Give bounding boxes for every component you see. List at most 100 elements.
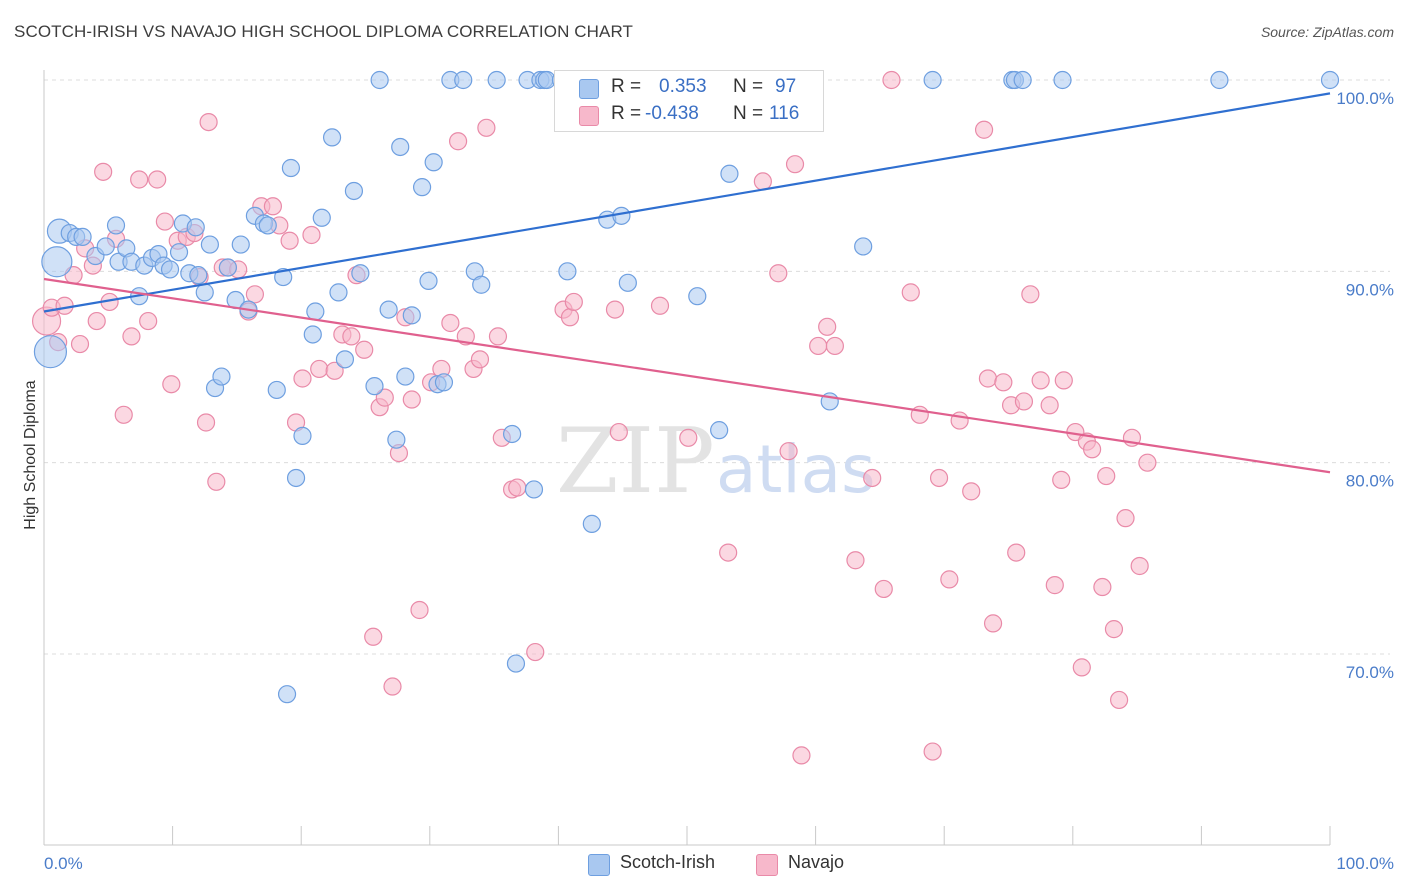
y-tick-label: 100.0% bbox=[1336, 89, 1394, 108]
scotch-irish-point bbox=[454, 70, 473, 90]
navajo-point bbox=[139, 311, 158, 331]
scotch-irish-point bbox=[312, 208, 331, 227]
navajo-point bbox=[245, 285, 265, 304]
navajo-point bbox=[162, 375, 181, 394]
navajo-point bbox=[978, 369, 998, 388]
navajo-point bbox=[1007, 543, 1026, 562]
navajo-point bbox=[1109, 690, 1129, 710]
navajo-point bbox=[114, 405, 133, 424]
scotch-irish-point bbox=[344, 181, 364, 201]
scotch-irish-point bbox=[582, 514, 601, 533]
navajo-point bbox=[130, 170, 149, 189]
navajo-point bbox=[94, 162, 113, 181]
scotch-irish-point bbox=[303, 325, 322, 344]
legend-swatch-blue bbox=[579, 79, 599, 99]
scotch-irish-point bbox=[396, 367, 415, 386]
x-tick-label-max: 100.0% bbox=[1336, 854, 1394, 873]
scotch-irish-point bbox=[96, 237, 115, 256]
navajo-point bbox=[1072, 658, 1091, 677]
navajo-point bbox=[280, 231, 299, 250]
navajo-point bbox=[974, 120, 994, 139]
legend-row-scotch-irish: R = 0.353 N = 97 bbox=[555, 75, 823, 101]
scotch-irish-point bbox=[195, 283, 214, 302]
scotch-irish-point bbox=[1053, 70, 1072, 90]
scotch-irish-point bbox=[854, 237, 873, 256]
scotch-irish-point bbox=[351, 264, 370, 283]
scotch-irish-point bbox=[106, 216, 126, 235]
scotch-irish-point bbox=[335, 350, 355, 369]
navajo-point bbox=[564, 292, 583, 312]
navajo-point bbox=[470, 350, 490, 369]
grid-lines bbox=[44, 79, 1390, 655]
legend-r-value: -0.438 bbox=[645, 103, 699, 124]
scotch-irish-point bbox=[41, 246, 73, 278]
y-tick-label: 90.0% bbox=[1346, 280, 1394, 299]
scotch-irish-point bbox=[472, 275, 491, 294]
scotch-irish-point bbox=[688, 287, 707, 306]
scotch-irish-point bbox=[370, 70, 389, 90]
correlation-legend: R = 0.353 N = 97 R = -0.438 N = 116 bbox=[554, 70, 824, 132]
scotch-irish-point bbox=[200, 235, 219, 254]
scotch-irish-point bbox=[379, 300, 398, 319]
navajo-point bbox=[719, 543, 738, 562]
navajo-point bbox=[994, 373, 1013, 392]
navajo-point bbox=[753, 172, 772, 191]
scotch-irish-point bbox=[424, 153, 443, 172]
y-tick-labels: 70.0% 80.0% 90.0% 100.0% bbox=[1336, 89, 1394, 682]
navajo-point bbox=[342, 327, 361, 346]
legend-swatch-pink bbox=[579, 106, 599, 126]
navajo-point bbox=[1082, 440, 1102, 459]
navajo-point bbox=[605, 300, 625, 319]
navajo-point bbox=[199, 112, 218, 132]
scotch-irish-point bbox=[293, 426, 312, 445]
navajo-point bbox=[1097, 466, 1116, 486]
navajo-point bbox=[1052, 470, 1071, 489]
navajo-point bbox=[609, 422, 628, 442]
scotch-irish-point bbox=[487, 70, 506, 90]
watermark-atlas: atlas bbox=[716, 431, 876, 508]
scotch-irish-point bbox=[923, 70, 942, 90]
navajo-point bbox=[155, 212, 174, 231]
navajo-point bbox=[441, 313, 460, 333]
legend-r-label: R = bbox=[611, 76, 642, 97]
navajo-point bbox=[508, 478, 527, 497]
navajo-point bbox=[70, 334, 90, 354]
scotch-irish-point bbox=[281, 158, 301, 178]
navajo-point bbox=[207, 472, 226, 491]
series-label-scotch-irish: Scotch-Irish bbox=[620, 852, 716, 872]
navajo-point bbox=[310, 359, 329, 379]
scotch-irish-point bbox=[258, 216, 277, 235]
scotch-irish-point bbox=[524, 480, 544, 499]
navajo-point bbox=[263, 197, 283, 216]
navajo-point bbox=[1130, 556, 1149, 576]
y-axis-label: High School Diploma bbox=[22, 380, 39, 530]
legend-r-value: 0.353 bbox=[659, 76, 707, 97]
navajo-point bbox=[846, 551, 865, 570]
navajo-point bbox=[293, 369, 312, 388]
navajo-point bbox=[863, 468, 882, 488]
navajo-point bbox=[302, 225, 321, 245]
navajo-point bbox=[1093, 577, 1112, 597]
navajo-point bbox=[410, 600, 429, 620]
watermark-zip: ZIP bbox=[556, 409, 715, 514]
navajo-point bbox=[923, 742, 942, 761]
scotch-irish-point bbox=[558, 262, 577, 281]
navajo-point bbox=[825, 336, 844, 356]
scotch-irish-point bbox=[160, 260, 180, 279]
scotch-irish-point bbox=[503, 424, 522, 444]
navajo-trend-line bbox=[43, 277, 1331, 474]
navajo-point bbox=[983, 614, 1003, 633]
navajo-point bbox=[679, 428, 698, 447]
chart-title: SCOTCH-IRISH VS NAVAJO HIGH SCHOOL DIPLO… bbox=[14, 22, 634, 41]
scotch-irish-point bbox=[1320, 70, 1340, 90]
navajo-point bbox=[122, 327, 141, 346]
scotch-irish-point bbox=[365, 377, 384, 396]
navajo-point bbox=[448, 132, 468, 151]
scotch-irish-point bbox=[189, 266, 208, 285]
scotch-irish-point bbox=[277, 685, 297, 704]
scotch-irish-point bbox=[73, 227, 92, 246]
navajo-point bbox=[882, 70, 901, 90]
scotch-irish-point bbox=[329, 283, 348, 302]
navajo-point bbox=[874, 579, 893, 599]
